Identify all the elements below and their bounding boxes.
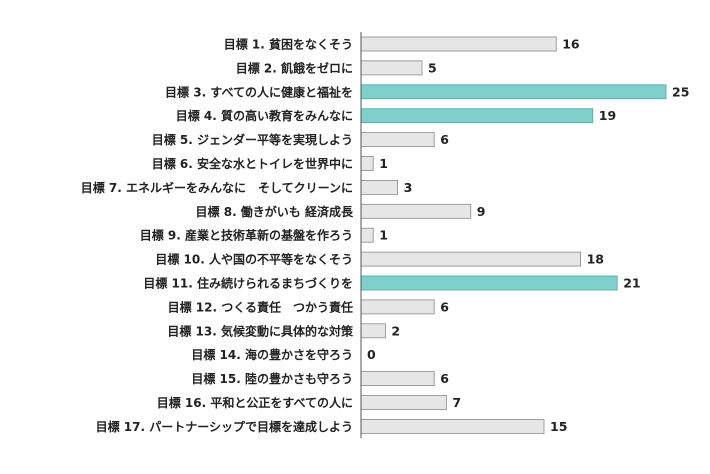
bar (360, 323, 386, 339)
category-label: 目標 2. 飢餓をゼロに (236, 60, 353, 75)
bar (360, 156, 374, 171)
bars-layer (360, 36, 667, 434)
category-label: 目標 17. パートナーシップで目標を達成しよう (96, 419, 353, 434)
data-label: 18 (587, 252, 604, 267)
data-label: 21 (623, 276, 640, 291)
data-label: 7 (452, 395, 461, 410)
category-label: 目標 12. つくる責任 つかう責任 (168, 299, 353, 314)
category-label: 目標 16. 平和と公正をすべての人に (157, 395, 353, 410)
bar (360, 371, 435, 387)
category-label: 目標 4. 質の高い教育をみんなに (176, 108, 353, 123)
bar (360, 108, 594, 124)
category-label: 目標 7. エネルギーをみんなに そしてクリーンに (81, 180, 353, 195)
category-label: 目標 14. 海の豊かさを守ろう (191, 347, 353, 362)
bar (360, 227, 374, 243)
bar (360, 84, 667, 100)
category-label: 目標 3. すべての人に健康と福祉を (165, 84, 353, 99)
data-label: 6 (440, 132, 449, 147)
bar (360, 132, 435, 148)
data-label: 16 (562, 37, 580, 52)
bar (360, 251, 582, 267)
data-label: 9 (477, 204, 486, 219)
category-label: 目標 11. 住み続けられるまちづくりを (143, 276, 353, 291)
category-label: 目標 10. 人や国の不平等をなくそう (155, 252, 353, 267)
data-label: 3 (404, 180, 413, 195)
data-label: 1 (379, 156, 388, 171)
bar (360, 60, 423, 76)
data-label: 1 (379, 228, 388, 243)
category-label: 目標 9. 産業と技術革新の基盤を作ろう (140, 228, 353, 243)
bar (360, 179, 398, 195)
bar (360, 203, 472, 219)
data-label: 6 (440, 299, 449, 314)
bar (360, 395, 447, 410)
data-label: 6 (440, 371, 449, 386)
bar (360, 418, 545, 434)
data-label: 15 (550, 419, 567, 434)
data-label: 19 (599, 108, 616, 123)
category-label: 目標 15. 陸の豊かさも守ろう (191, 371, 353, 386)
category-label: 目標 5. ジェンダー平等を実現しよう (152, 132, 353, 147)
category-label: 目標 6. 安全な水とトイレを世界中に (152, 156, 353, 171)
data-label: 25 (672, 84, 689, 99)
bar (360, 275, 618, 291)
category-label: 目標 13. 気候変動に具体的な対策 (167, 323, 354, 338)
category-label: 目標 1. 貧困をなくそう (224, 37, 353, 52)
data-label: 0 (367, 347, 376, 362)
data-label: 2 (391, 323, 400, 338)
bar (360, 299, 435, 315)
data-label: 5 (428, 60, 437, 75)
bar (360, 36, 557, 52)
category-label: 目標 8. 働きがいも 経済成長 (196, 204, 354, 219)
